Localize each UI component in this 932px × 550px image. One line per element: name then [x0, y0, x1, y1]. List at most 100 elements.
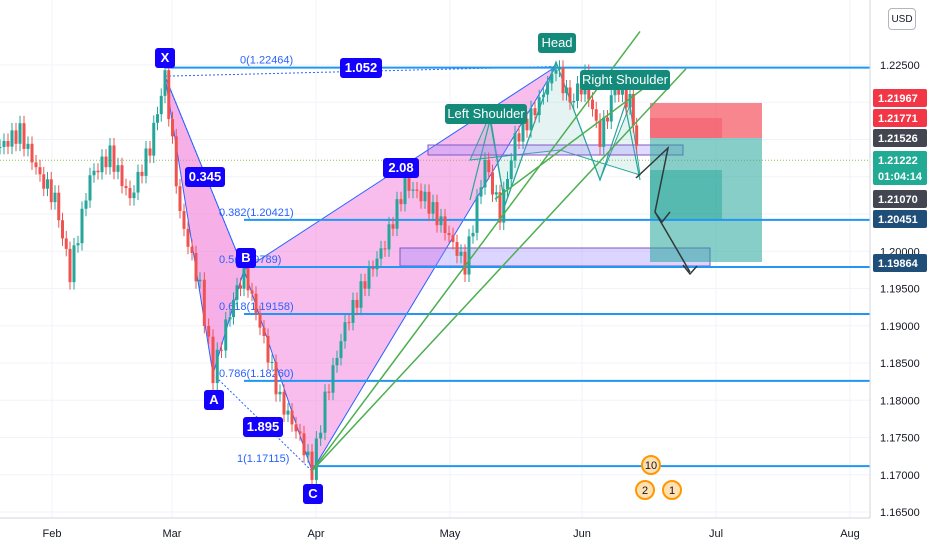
candle-body: [92, 170, 96, 176]
stop-loss-zone: [650, 103, 762, 138]
candle-body: [104, 156, 108, 168]
candle-body: [568, 87, 572, 103]
candle-body: [483, 160, 487, 188]
candle-body: [572, 100, 576, 103]
candle-body: [282, 391, 286, 415]
candle-body: [621, 87, 624, 95]
candle-body: [10, 130, 14, 147]
currency-label: USD: [891, 13, 913, 25]
event-icon[interactable]: [635, 480, 655, 500]
candle-body: [327, 391, 331, 393]
candle-body: [491, 172, 494, 195]
candle-body: [506, 178, 509, 190]
candle-body: [435, 202, 439, 226]
price-tag-bg: [873, 89, 927, 107]
candle-body: [246, 261, 250, 291]
candle-body: [42, 174, 46, 189]
price-tag-bg: [873, 254, 927, 272]
candle-body: [502, 189, 506, 223]
candle-body: [554, 69, 558, 74]
label-left-shoulder-bg: [445, 104, 527, 124]
price-tag-bg: [873, 167, 927, 185]
candle-body: [64, 238, 68, 249]
candle-body: [613, 88, 617, 96]
candle-body: [459, 251, 463, 256]
candle-body: [152, 122, 156, 156]
candle-body: [22, 123, 26, 149]
candle-body: [270, 362, 274, 364]
candle-body: [467, 236, 471, 275]
candle-body: [359, 281, 363, 308]
candle-body: [34, 162, 38, 168]
candle-body: [635, 125, 639, 146]
y-tick-label: 1.19000: [880, 321, 920, 333]
candle-body: [306, 451, 310, 456]
point-c: C: [308, 486, 318, 501]
candle-body: [0, 146, 2, 148]
candle-body: [550, 73, 554, 84]
candle-body: [190, 246, 194, 254]
y-tick-label: 1.17500: [880, 433, 920, 445]
ratio-label: 1.895: [247, 419, 280, 434]
candle-body: [242, 261, 246, 289]
event-icon[interactable]: [641, 455, 661, 475]
candle-body: [262, 327, 266, 336]
fib-level-label: 1(1.17115): [237, 453, 289, 465]
event-icon[interactable]: [662, 480, 682, 500]
label-right-shoulder: Right Shoulder: [582, 72, 669, 87]
take-profit-inner: [650, 170, 722, 220]
price-tag: 1.21070: [878, 194, 918, 206]
candle-body: [49, 179, 53, 203]
point-a: A: [209, 392, 219, 407]
candle-body: [258, 312, 262, 328]
candle-body: [606, 117, 609, 122]
candle-body: [487, 160, 491, 173]
candle-body: [167, 70, 171, 120]
candle-body: [624, 87, 628, 108]
candle-body: [561, 67, 565, 94]
candle-body: [367, 267, 371, 289]
candle-body: [509, 160, 513, 179]
event-icon-label: 2: [642, 485, 648, 497]
stop-loss-inner: [650, 118, 722, 138]
point-c-bg: [303, 484, 323, 504]
candle-body: [565, 87, 568, 94]
event-icon-label: 10: [645, 460, 657, 472]
ratio-label-bg: [243, 417, 283, 437]
x-tick-label: May: [440, 528, 461, 540]
candle-body: [14, 130, 18, 144]
candle-body: [314, 438, 318, 480]
candle-body: [266, 335, 270, 363]
candle-body: [379, 248, 383, 259]
candle-body: [363, 281, 367, 289]
candle-body: [371, 267, 375, 270]
currency-badge[interactable]: USD: [888, 8, 916, 30]
candle-body: [529, 108, 533, 131]
y-axis-area[interactable]: [870, 0, 932, 550]
candle-body: [383, 248, 387, 250]
candle-body: [347, 322, 351, 324]
candle-body: [415, 189, 419, 191]
x-axis-area[interactable]: [0, 518, 932, 550]
candle-body: [198, 279, 202, 282]
candle-body: [525, 118, 529, 131]
candle-body: [494, 192, 498, 195]
price-tag-bg: [873, 109, 927, 127]
candle-body: [26, 143, 30, 149]
y-tick-label: 1.16500: [880, 507, 920, 519]
y-tick-label: 1.18000: [880, 395, 920, 407]
projection-path: [635, 145, 691, 273]
candle-body: [136, 171, 140, 193]
candle-body: [215, 349, 219, 384]
x-tick-label: Jun: [573, 528, 591, 540]
ratio-label-bg: [340, 58, 382, 78]
candle-body: [558, 67, 561, 70]
label-right-shoulder-bg: [580, 70, 670, 90]
candle-body: [108, 145, 112, 168]
candle-body: [323, 391, 327, 433]
price-tag-bg: [873, 151, 927, 169]
candle-body: [419, 190, 423, 202]
price-tag-bg: [873, 129, 927, 147]
price-tag: 1.19864: [878, 258, 919, 270]
